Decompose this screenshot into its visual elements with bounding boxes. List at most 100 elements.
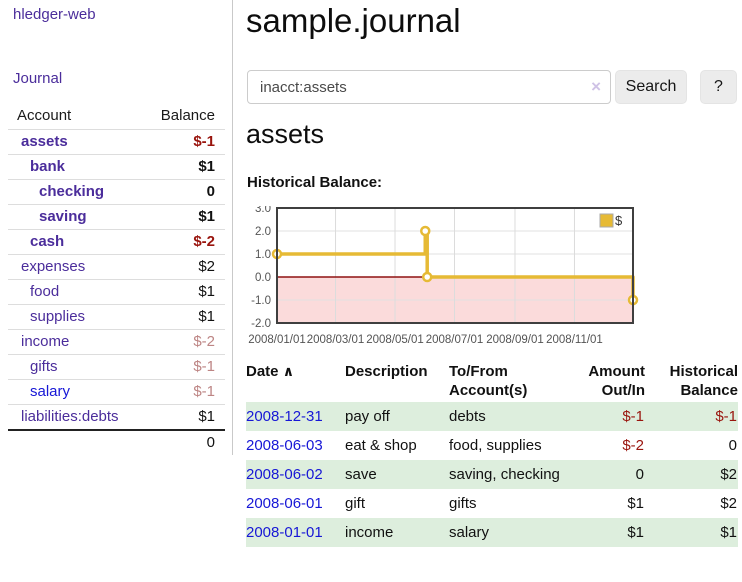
- transaction-date-link[interactable]: 2008-06-01: [246, 495, 323, 512]
- historical-balance-chart: 3.0 2.0 1.0 0.0 -1.0 -2.0 2008/01/01 2008/03/01…: [241, 203, 661, 359]
- chart-title: Historical Balance:: [247, 174, 383, 191]
- account-row: income $-2: [8, 329, 225, 355]
- column-header-description: Description: [345, 363, 428, 380]
- sort-asc-icon: ∧: [282, 363, 295, 379]
- account-row: salary $-1: [8, 379, 225, 405]
- svg-text:2.0: 2.0: [255, 226, 271, 238]
- account-link[interactable]: supplies: [30, 308, 86, 325]
- transaction-balance: $2: [720, 495, 737, 512]
- sidebar-item-journal[interactable]: Journal: [13, 70, 63, 87]
- data-point-marker: [420, 225, 431, 237]
- transaction-date-link[interactable]: 2008-06-03: [246, 437, 323, 454]
- transaction-description: save: [345, 460, 449, 489]
- svg-text:-2.0: -2.0: [251, 318, 271, 330]
- transaction-amount: $1: [627, 495, 644, 512]
- account-link[interactable]: expenses: [21, 258, 86, 275]
- account-link[interactable]: income: [21, 333, 70, 350]
- accounts-header-row: Account Balance: [8, 103, 225, 130]
- transaction-date-link[interactable]: 2008-06-02: [246, 466, 323, 483]
- svg-text:0.0: 0.0: [255, 272, 271, 284]
- transaction-date-link[interactable]: 2008-01-01: [246, 524, 323, 541]
- transaction-balance: $2: [645, 460, 738, 489]
- account-balance: $-2: [145, 329, 225, 355]
- account-balance: $1: [145, 204, 225, 230]
- account-row: bank $1: [8, 154, 225, 180]
- column-header-date[interactable]: Date ∧: [246, 363, 295, 380]
- transaction-balance: 0: [728, 437, 737, 454]
- accounts-total-row: 0: [8, 429, 225, 455]
- account-row: food $1: [8, 279, 225, 305]
- transaction-description: eat & shop: [345, 437, 417, 454]
- svg-text:2008/01/01: 2008/01/01: [248, 334, 306, 346]
- svg-text:3.0: 3.0: [255, 206, 271, 215]
- account-balance: $-1: [145, 354, 225, 380]
- account-link[interactable]: salary: [30, 383, 71, 400]
- account-row: gifts $-1: [8, 354, 225, 380]
- svg-text:2008/09/01: 2008/09/01: [486, 334, 544, 346]
- svg-text:2008/03/01: 2008/03/01: [307, 334, 365, 346]
- search-input[interactable]: [247, 70, 611, 104]
- account-link[interactable]: food: [30, 283, 60, 300]
- accounts-total-value: 0: [145, 429, 225, 455]
- help-button[interactable]: ?: [700, 70, 737, 104]
- account-link[interactable]: liabilities:debts: [21, 408, 119, 425]
- account-heading: assets: [246, 119, 325, 149]
- account-balance: $1: [145, 404, 225, 430]
- account-balance: $-1: [145, 379, 225, 405]
- transaction-row: 2008-06-01 gift gifts $1 $2: [246, 489, 738, 518]
- account-link[interactable]: cash: [30, 233, 65, 250]
- account-balance: 0: [145, 179, 225, 205]
- accounts-header-account: Account: [17, 107, 72, 124]
- sidebar-divider: [232, 0, 233, 455]
- account-balance: $1: [145, 154, 225, 180]
- transaction-description: pay off: [345, 402, 449, 431]
- transaction-amount: $1: [580, 518, 645, 547]
- transactions-header-row: Date ∧ Description To/From Account(s) Am…: [246, 360, 738, 402]
- transaction-amount: 0: [580, 460, 645, 489]
- transaction-amount: $-2: [622, 437, 644, 454]
- transaction-row: 2008-01-01 income salary $1 $1: [246, 518, 738, 547]
- account-row: assets $-1: [8, 129, 225, 155]
- account-row: liabilities:debts $1: [8, 404, 225, 430]
- search-button[interactable]: Search: [615, 70, 687, 104]
- legend-swatch: [599, 213, 614, 228]
- column-header-amount: Amount Out/In: [588, 363, 645, 399]
- account-row: expenses $2: [8, 254, 225, 280]
- transaction-accounts: debts: [449, 402, 580, 431]
- account-balance: $1: [145, 279, 225, 305]
- account-balance: $-1: [145, 129, 225, 155]
- data-point-marker: [421, 271, 433, 283]
- svg-text:-1.0: -1.0: [251, 295, 271, 307]
- svg-text:1.0: 1.0: [255, 249, 271, 261]
- transaction-balance: $1: [645, 518, 738, 547]
- search-box: ×: [247, 70, 611, 104]
- column-header-balance: Historical Balance: [669, 363, 738, 399]
- transaction-description: gift: [345, 495, 366, 512]
- account-balance: $2: [145, 254, 225, 280]
- column-header-accounts: To/From Account(s): [449, 363, 528, 399]
- transaction-accounts: salary: [449, 518, 580, 547]
- account-row: saving $1: [8, 204, 225, 230]
- transaction-accounts: saving, checking: [449, 460, 580, 489]
- account-link[interactable]: checking: [39, 183, 105, 200]
- app-logo-link[interactable]: hledger-web: [13, 6, 96, 23]
- account-row: supplies $1: [8, 304, 225, 330]
- account-link[interactable]: bank: [30, 158, 66, 175]
- chart-svg: 3.0 2.0 1.0 0.0 -1.0 -2.0 2008/01/01 2008/03/01…: [248, 203, 639, 346]
- transaction-amount: $-1: [580, 402, 645, 431]
- account-row: checking 0: [8, 179, 225, 205]
- accounts-table: Account Balance assets $-1 bank $1 checking 0…: [8, 103, 225, 455]
- transaction-row: 2008-06-02 save saving, checking 0 $2: [246, 460, 738, 489]
- transaction-date-link[interactable]: 2008-12-31: [246, 408, 323, 425]
- account-row: cash $-2: [8, 229, 225, 255]
- accounts-total-spacer: [8, 429, 146, 455]
- legend-label: $: [615, 213, 623, 228]
- account-link[interactable]: saving: [39, 208, 87, 225]
- account-link[interactable]: gifts: [30, 358, 58, 375]
- transactions-table: Date ∧ Description To/From Account(s) Am…: [246, 360, 738, 547]
- account-balance: $-2: [145, 229, 225, 255]
- clear-search-icon[interactable]: ×: [591, 77, 601, 96]
- accounts-header-balance: Balance: [160, 107, 215, 124]
- transaction-description: income: [345, 518, 449, 547]
- account-link[interactable]: assets: [21, 133, 68, 150]
